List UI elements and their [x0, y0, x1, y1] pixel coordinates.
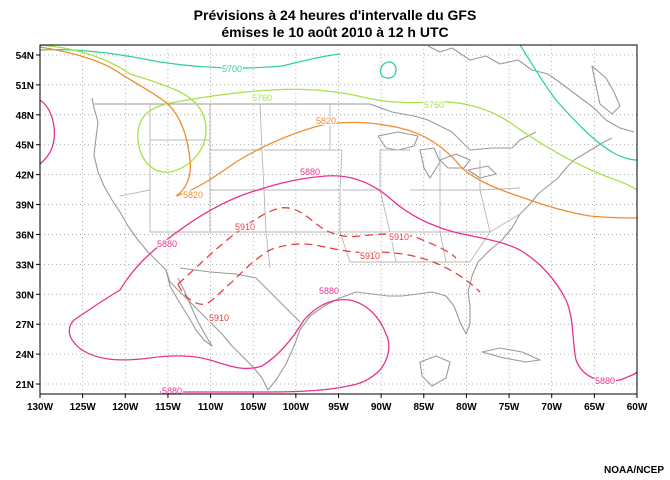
contour-label: 5910: [235, 222, 255, 232]
contour-label: 5880: [319, 286, 339, 296]
map-frame: [39, 44, 638, 395]
contour-label: 5820: [183, 190, 203, 200]
lon-tick-label: 105W: [240, 402, 267, 413]
contour-label: 5880: [595, 376, 615, 386]
lon-tick-label: 70W: [541, 402, 562, 413]
lon-tick-label: 65W: [584, 402, 605, 413]
lat-tick-label: 39N: [16, 201, 34, 212]
contour-label: 5910: [209, 313, 229, 323]
lat-tick-label: 21N: [16, 380, 34, 391]
lat-tick-label: 54N: [16, 51, 34, 62]
lon-tick-label: 95W: [328, 402, 349, 413]
lat-tick-label: 45N: [16, 141, 34, 152]
west-coastline: [91, 97, 269, 391]
contour-5880: [39, 99, 55, 165]
mexico-us-border: [179, 267, 301, 323]
contour-label: 5760: [424, 100, 444, 110]
canada-us-border: [94, 103, 537, 151]
contour-label: 5880: [157, 239, 177, 249]
contour-5880: [68, 289, 390, 393]
contour-5910: [177, 207, 457, 285]
great-lakes: [377, 131, 497, 179]
lat-lon-grid: [39, 45, 638, 394]
contour-5700: [39, 48, 341, 69]
gulf-coastline: [267, 291, 471, 391]
baja-coastline: [165, 269, 213, 347]
lon-tick-label: 115W: [155, 402, 181, 413]
contour-5910: [177, 243, 481, 305]
lon-tick-label: 85W: [414, 402, 435, 413]
lon-tick-label: 120W: [112, 402, 139, 413]
map-title-line1: Prévisions à 24 heures d'intervalle du G…: [193, 7, 477, 23]
contour-labels: 5700576057605820582058805880588058805880…: [156, 63, 617, 398]
contour-label: 5910: [389, 232, 409, 242]
lon-tick-label: 110W: [198, 402, 224, 413]
credit-label: NOAA/NCEP: [603, 465, 664, 476]
newfoundland-coast: [591, 65, 621, 115]
lon-tick-label: 75W: [499, 402, 520, 413]
state-borders: [119, 103, 521, 269]
map-title-line2: émises le 10 août 2010 à 12 h UTC: [221, 24, 449, 40]
lon-tick-label: 80W: [456, 402, 477, 413]
contour-label: 5760: [252, 93, 272, 103]
contour-label: 5910: [360, 251, 380, 261]
lat-tick-label: 51N: [16, 81, 34, 92]
lat-tick-label: 42N: [16, 171, 34, 182]
height-contours: [39, 44, 638, 393]
contour-5880: [119, 175, 638, 382]
east-coastline: [467, 137, 613, 293]
axes: 21N 24N 27N 30N 33N 36N 39N 42N 45N 48N 51N 54N 130W…: [16, 44, 648, 413]
contour-5700: [519, 44, 638, 161]
contour-5820: [39, 46, 638, 219]
contour-label: 5880: [300, 167, 320, 177]
lon-tick-label: 60W: [627, 402, 648, 413]
lon-tick-label: 130W: [27, 402, 54, 413]
lon-tick-label: 90W: [371, 402, 392, 413]
lat-tick-label: 27N: [16, 320, 34, 331]
contour-label: 5700: [222, 64, 242, 74]
yucatan-coast: [419, 355, 451, 387]
lat-tick-label: 33N: [16, 260, 34, 271]
lat-tick-label: 36N: [16, 230, 34, 241]
contour-5760: [39, 44, 638, 191]
lat-tick-label: 24N: [16, 350, 34, 361]
lat-tick-label: 30N: [16, 290, 34, 301]
lon-tick-label: 125W: [70, 402, 97, 413]
lat-tick-label: 48N: [16, 111, 34, 122]
cuba-coastline: [481, 347, 541, 363]
coastlines-and-borders: [91, 45, 635, 391]
contour-label: 5820: [316, 116, 336, 126]
canada-coast-fragments: [427, 45, 635, 133]
contour-5700: [379, 61, 397, 79]
lon-tick-label: 100W: [283, 402, 310, 413]
